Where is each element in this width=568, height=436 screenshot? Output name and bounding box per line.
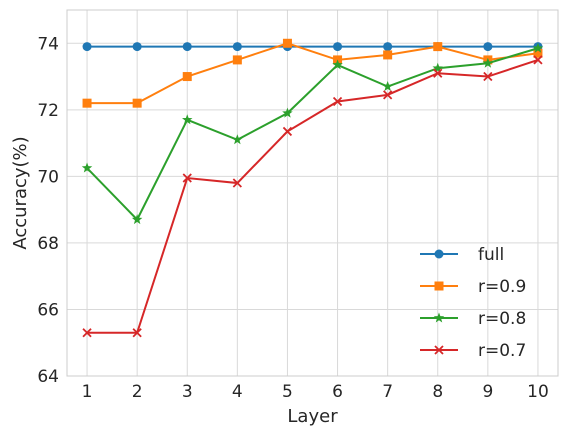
legend-label: r=0.7 [478, 341, 526, 361]
legend-item-r-0-8: r=0.8 [420, 309, 526, 329]
data-point [433, 68, 443, 78]
data-point [132, 98, 142, 108]
x-tick-label: 10 [527, 382, 549, 402]
data-point [433, 312, 445, 323]
legend-item-full: full [420, 245, 504, 265]
data-point [533, 55, 543, 65]
y-tick-label: 66 [37, 300, 59, 320]
x-tick-labels: 1 2 3 4 5 6 7 8 9 10 [82, 382, 549, 402]
series-group [81, 38, 544, 338]
legend-item-r-0-7: r=0.7 [420, 341, 526, 361]
data-point [383, 90, 393, 100]
data-point [332, 96, 343, 107]
data-point [182, 114, 193, 125]
series-r-0-8 [81, 42, 544, 225]
data-point [432, 62, 443, 73]
data-point [182, 173, 192, 183]
data-point [131, 214, 143, 225]
data-point [332, 59, 343, 70]
y-axis-label: Accuracy(%) [10, 136, 31, 249]
data-point [532, 42, 544, 53]
data-point [434, 281, 444, 291]
data-point [282, 126, 293, 137]
series-r-0-9 [82, 38, 543, 108]
legend-label: r=0.9 [478, 277, 526, 297]
y-tick-label: 70 [37, 167, 59, 187]
y-tick-label: 64 [37, 367, 59, 387]
data-point [434, 345, 444, 355]
x-tick-label: 6 [332, 382, 343, 402]
data-point [132, 42, 142, 52]
x-tick-label: 5 [282, 382, 293, 402]
data-point [81, 162, 93, 173]
data-point [232, 42, 242, 52]
data-point [132, 328, 142, 338]
data-point [82, 328, 92, 338]
data-point [533, 48, 543, 58]
x-tick-label: 8 [432, 382, 443, 402]
data-point [433, 42, 443, 52]
x-axis-label: Layer [287, 406, 338, 427]
data-point [333, 42, 343, 52]
x-tick-label: 9 [482, 382, 493, 402]
data-point [434, 249, 444, 259]
data-point [232, 178, 242, 188]
data-point [383, 50, 393, 60]
data-point [382, 81, 393, 91]
legend-item-r-0-9: r=0.9 [420, 277, 526, 297]
x-tick-label: 1 [82, 382, 93, 402]
series-r-0-7 [82, 55, 543, 338]
y-tick-labels: 64 66 68 70 72 74 [37, 34, 59, 387]
series-line [87, 58, 539, 334]
y-tick-label: 74 [37, 34, 59, 54]
data-point [232, 55, 242, 65]
x-tick-label: 7 [382, 382, 393, 402]
data-point [232, 134, 243, 145]
data-point [483, 42, 493, 52]
y-tick-label: 68 [37, 234, 59, 254]
data-point [383, 42, 393, 52]
series-line [86, 47, 539, 222]
data-point [282, 38, 292, 48]
y-tick-label: 72 [37, 101, 59, 121]
x-tick-label: 4 [232, 382, 243, 402]
data-point [483, 71, 493, 82]
data-point [482, 57, 494, 68]
x-tick-label: 3 [182, 382, 193, 402]
data-point [182, 42, 192, 52]
series-line [87, 42, 539, 105]
data-point [282, 107, 293, 118]
data-point [182, 72, 192, 82]
data-point [82, 98, 92, 108]
legend: full r=0.9 r=0.8 r=0.7 [420, 245, 526, 361]
legend-label: full [478, 245, 504, 265]
x-tick-label: 2 [132, 382, 143, 402]
plot-frame [66, 9, 559, 377]
legend-label: r=0.8 [478, 309, 526, 329]
data-point [82, 42, 92, 52]
